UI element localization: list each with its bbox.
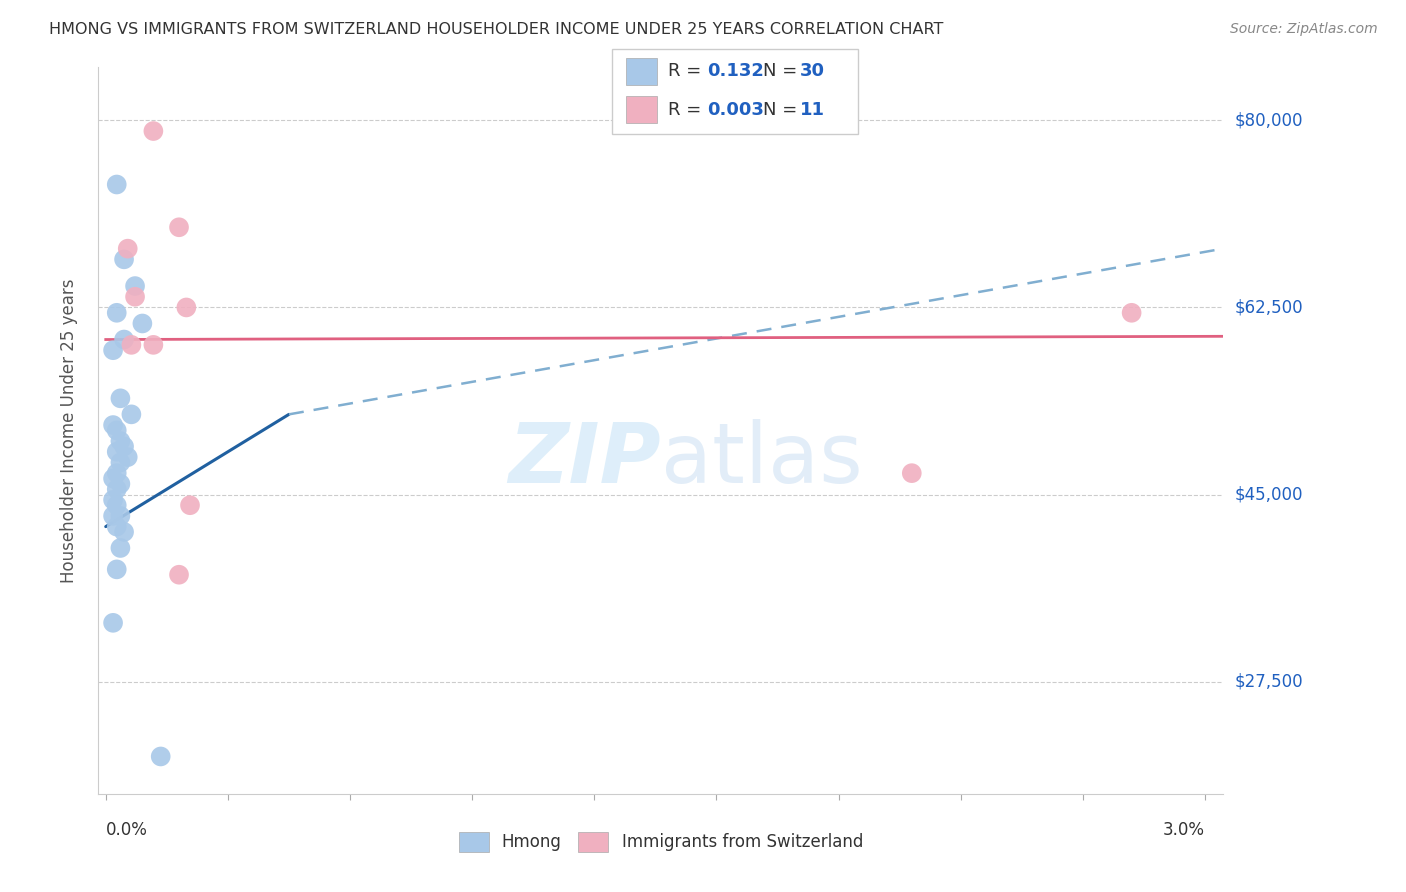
Point xyxy=(101,343,124,358)
Point xyxy=(112,252,135,267)
Point xyxy=(101,471,124,485)
Point xyxy=(101,508,124,523)
Text: atlas: atlas xyxy=(661,419,862,500)
Point xyxy=(120,408,142,422)
Point xyxy=(901,466,924,480)
Text: ZIP: ZIP xyxy=(508,419,661,500)
Point xyxy=(131,317,153,331)
Point xyxy=(110,392,132,406)
Point xyxy=(105,424,128,438)
Text: HMONG VS IMMIGRANTS FROM SWITZERLAND HOUSEHOLDER INCOME UNDER 25 YEARS CORRELATI: HMONG VS IMMIGRANTS FROM SWITZERLAND HOU… xyxy=(49,22,943,37)
Point xyxy=(124,290,146,304)
Point xyxy=(112,333,135,347)
Point xyxy=(110,541,132,555)
Point xyxy=(105,466,128,480)
Point xyxy=(105,519,128,533)
Text: $80,000: $80,000 xyxy=(1234,112,1303,129)
Point xyxy=(105,178,128,192)
Point xyxy=(179,498,201,512)
Text: 30: 30 xyxy=(800,62,825,80)
Point xyxy=(101,615,124,630)
Text: N =: N = xyxy=(763,62,803,80)
Point xyxy=(105,498,128,512)
Text: Source: ZipAtlas.com: Source: ZipAtlas.com xyxy=(1230,22,1378,37)
Point xyxy=(117,242,139,256)
Legend: Hmong, Immigrants from Switzerland: Hmong, Immigrants from Switzerland xyxy=(451,826,870,858)
Y-axis label: Householder Income Under 25 years: Householder Income Under 25 years xyxy=(59,278,77,582)
Text: $45,000: $45,000 xyxy=(1234,485,1303,504)
Point xyxy=(112,524,135,539)
Point xyxy=(149,749,172,764)
Point xyxy=(110,434,132,448)
Point xyxy=(110,476,132,491)
Point xyxy=(142,124,165,138)
Text: $27,500: $27,500 xyxy=(1234,673,1303,690)
Text: $62,500: $62,500 xyxy=(1234,299,1303,317)
Point xyxy=(110,455,132,469)
Point xyxy=(120,338,142,352)
Text: R =: R = xyxy=(668,101,713,119)
Point xyxy=(124,279,146,293)
Point xyxy=(112,439,135,453)
Point xyxy=(167,567,190,582)
Point xyxy=(1121,306,1143,320)
Text: 0.003: 0.003 xyxy=(707,101,763,119)
Point xyxy=(105,444,128,458)
Point xyxy=(105,306,128,320)
Point xyxy=(105,482,128,496)
Point xyxy=(142,338,165,352)
Text: N =: N = xyxy=(763,101,803,119)
Point xyxy=(101,418,124,433)
Point xyxy=(176,301,198,315)
Point xyxy=(110,508,132,523)
Text: 3.0%: 3.0% xyxy=(1163,821,1205,838)
Text: R =: R = xyxy=(668,62,713,80)
Text: 0.0%: 0.0% xyxy=(105,821,148,838)
Point xyxy=(117,450,139,464)
Point xyxy=(167,220,190,235)
Point xyxy=(101,492,124,507)
Text: 11: 11 xyxy=(800,101,825,119)
Text: 0.132: 0.132 xyxy=(707,62,763,80)
Point xyxy=(105,562,128,576)
